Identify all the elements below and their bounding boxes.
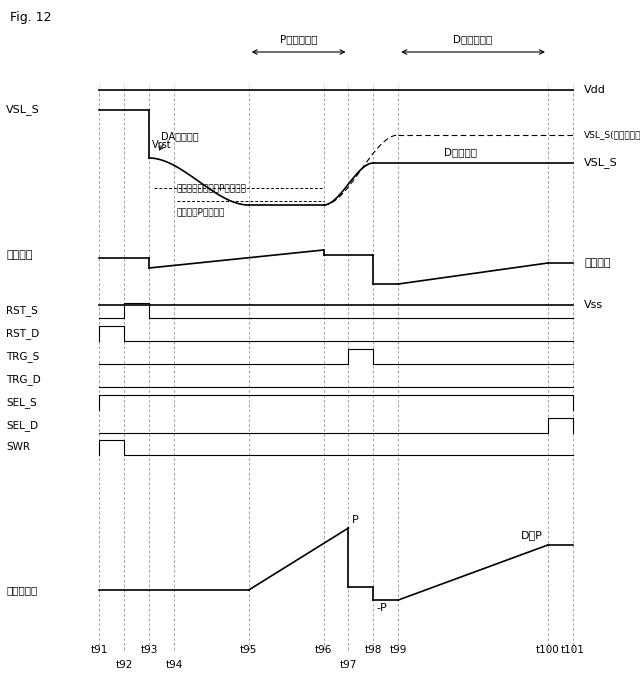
Text: t98: t98 [365,645,382,655]
Text: Vrst: Vrst [152,140,172,150]
Text: t93: t93 [140,645,157,655]
Text: VSL_S(動作点調整しない場合): VSL_S(動作点調整しない場合) [584,130,640,139]
Text: t94: t94 [165,660,182,670]
Text: Vdd: Vdd [584,85,606,95]
Text: t99: t99 [390,645,407,655]
Text: -P: -P [376,603,387,613]
Text: t96: t96 [315,645,332,655]
Text: 差動増幅器の固有P相レベル: 差動増幅器の固有P相レベル [177,183,247,193]
Text: DA性能改善: DA性能改善 [161,131,198,141]
Text: D相比較期間: D相比較期間 [454,34,493,44]
Text: Fig. 12: Fig. 12 [10,12,51,24]
Text: D相レベル: D相レベル [444,147,477,157]
Text: TRG_D: TRG_D [6,374,41,385]
Text: TRG_S: TRG_S [6,351,40,362]
Text: t95: t95 [240,645,257,655]
Text: RST_S: RST_S [6,305,38,316]
Text: t97: t97 [340,660,357,670]
Text: Vss: Vss [584,300,604,310]
Text: 参照信号: 参照信号 [584,258,611,268]
Text: VSL_S: VSL_S [584,158,618,168]
Text: D・P: D・P [521,530,543,540]
Text: カウント値: カウント値 [6,585,38,595]
Text: 最適動作P相レベル: 最適動作P相レベル [177,207,225,216]
Text: 参照信号: 参照信号 [6,250,33,260]
Text: VSL_S: VSL_S [6,105,40,115]
Text: t91: t91 [90,645,108,655]
Text: t100: t100 [536,645,560,655]
Text: SEL_D: SEL_D [6,420,38,431]
Text: RST_D: RST_D [6,328,40,339]
Text: P相比較期間: P相比較期間 [280,34,317,44]
Text: t101: t101 [561,645,585,655]
Text: t92: t92 [115,660,133,670]
Text: P: P [351,515,358,525]
Text: SWR: SWR [6,443,31,452]
Text: SEL_S: SEL_S [6,397,37,408]
